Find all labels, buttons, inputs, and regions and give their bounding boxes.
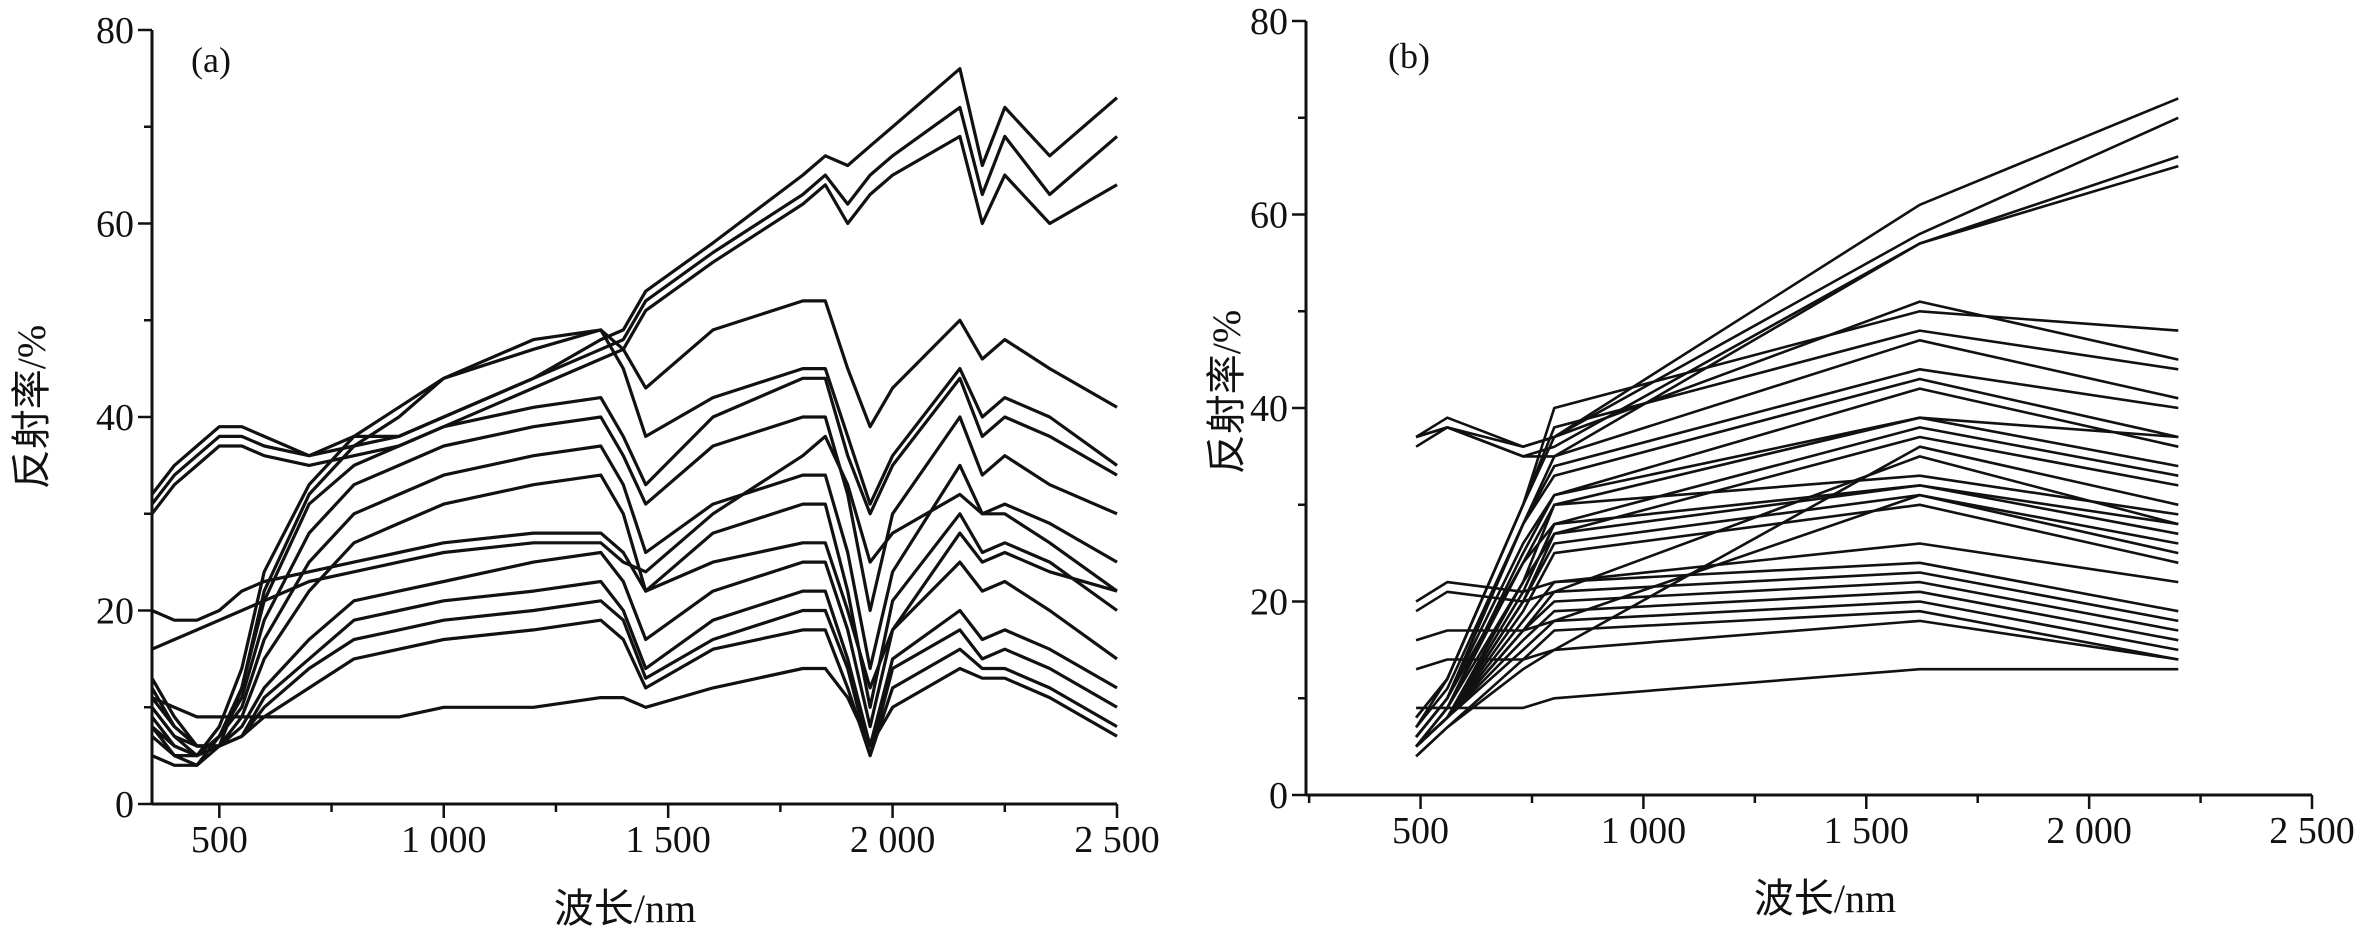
panel-b-series-line-b1 — [1415, 97, 2179, 449]
panel-b-x-tick-label: 2 500 — [2269, 810, 2355, 852]
panel-a-x-tick-label: 2 500 — [1074, 819, 1160, 861]
panel-a-series-lines — [150, 67, 1119, 767]
panel-b-series-line-b2 — [1415, 116, 2179, 449]
panel-b-series-line-b32 — [1415, 445, 2179, 671]
panel-a-series-line-s16 — [151, 434, 1118, 651]
panel-a-series-line-s10 — [150, 550, 1118, 748]
panel-a-series-line-s7 — [150, 415, 1118, 758]
panel-a-x-tick-label: 2 000 — [850, 819, 936, 861]
panel-b-series-line-b30 — [1415, 455, 2179, 613]
panel-b-x-axis-label: 波长/nm — [1754, 876, 1896, 921]
panel-a-series-line-s15 — [151, 531, 1118, 690]
panel-a-series-line-s8 — [150, 444, 1118, 758]
panel-b-series-line-b10 — [1415, 377, 2179, 729]
panel-b-y-tick-label: 20 — [1250, 582, 1288, 624]
panel-b-series-line-b25 — [1415, 600, 2179, 748]
panel-a-series-line-s1 — [150, 67, 1119, 496]
panel-a-x-tick-label: 1 500 — [625, 819, 711, 861]
panel-b-y-tick-label: 0 — [1269, 775, 1288, 817]
panel-b-chart: (b) 波长/nm 反射率/% 500 1 000 1 500 2 000 2 500 0… — [1204, 1, 2355, 921]
panel-b-series-line-b28 — [1416, 667, 2179, 710]
panel-a-series-line-s6 — [150, 376, 1118, 767]
panel-a-y-tick-label: 40 — [96, 397, 134, 439]
panel-a-x-tick-label: 1 000 — [401, 819, 487, 861]
panel-a-y-tick-label: 20 — [96, 591, 134, 633]
panel-b-x-tick-label: 1 500 — [1824, 810, 1910, 852]
panel-b-x-tick-label: 2 000 — [2046, 810, 2132, 852]
panel-a-x-axis-label: 波长/nm — [554, 886, 696, 931]
panel-a-y-axis-label: 反射率/% — [9, 325, 54, 489]
panel-a-x-tick-label: 500 — [191, 819, 248, 861]
panel-b-y-tick-label: 60 — [1250, 195, 1288, 237]
panel-a-series-line-s14 — [151, 666, 1118, 748]
panel-a-series-line-s13 — [150, 618, 1118, 758]
panel-b-series-line-b13 — [1415, 416, 2179, 738]
panel-b-series-line-b27 — [1415, 619, 2179, 758]
panel-b-series-line-b31 — [1415, 493, 2179, 642]
panel-b-y-tick-label: 40 — [1250, 388, 1288, 430]
panel-b-series-line-b12 — [1415, 416, 2179, 748]
panel-b-series-line-b18 — [1415, 484, 2179, 748]
panel-b-series-line-b17 — [1415, 484, 2179, 748]
panel-a-y-tick-label: 60 — [96, 204, 134, 246]
panel-b-x-tick-label: 1 000 — [1601, 810, 1687, 852]
panel-a-label: (a) — [191, 40, 231, 80]
panel-a-series-line-s2 — [150, 105, 1119, 506]
panel-b-y-axis-label: 反射率/% — [1204, 310, 1249, 474]
panel-a-chart: (a) 波长/nm 反射率/% 500 1 000 1 500 2 000 2 500 0… — [9, 10, 1160, 931]
panel-b-series-line-b29 — [1415, 542, 2179, 603]
panel-b-series-lines — [1415, 97, 2179, 758]
panel-a-series-line-s4 — [150, 299, 1118, 758]
panel-a-y-tick-label: 0 — [115, 784, 134, 826]
panel-b-label: (b) — [1388, 36, 1430, 76]
panel-b-x-tick-label: 500 — [1392, 810, 1449, 852]
panel-b-y-tick-label: 80 — [1250, 1, 1288, 43]
panel-b-series-line-b7 — [1415, 329, 2179, 729]
panel-a-y-tick-label: 80 — [96, 10, 134, 52]
